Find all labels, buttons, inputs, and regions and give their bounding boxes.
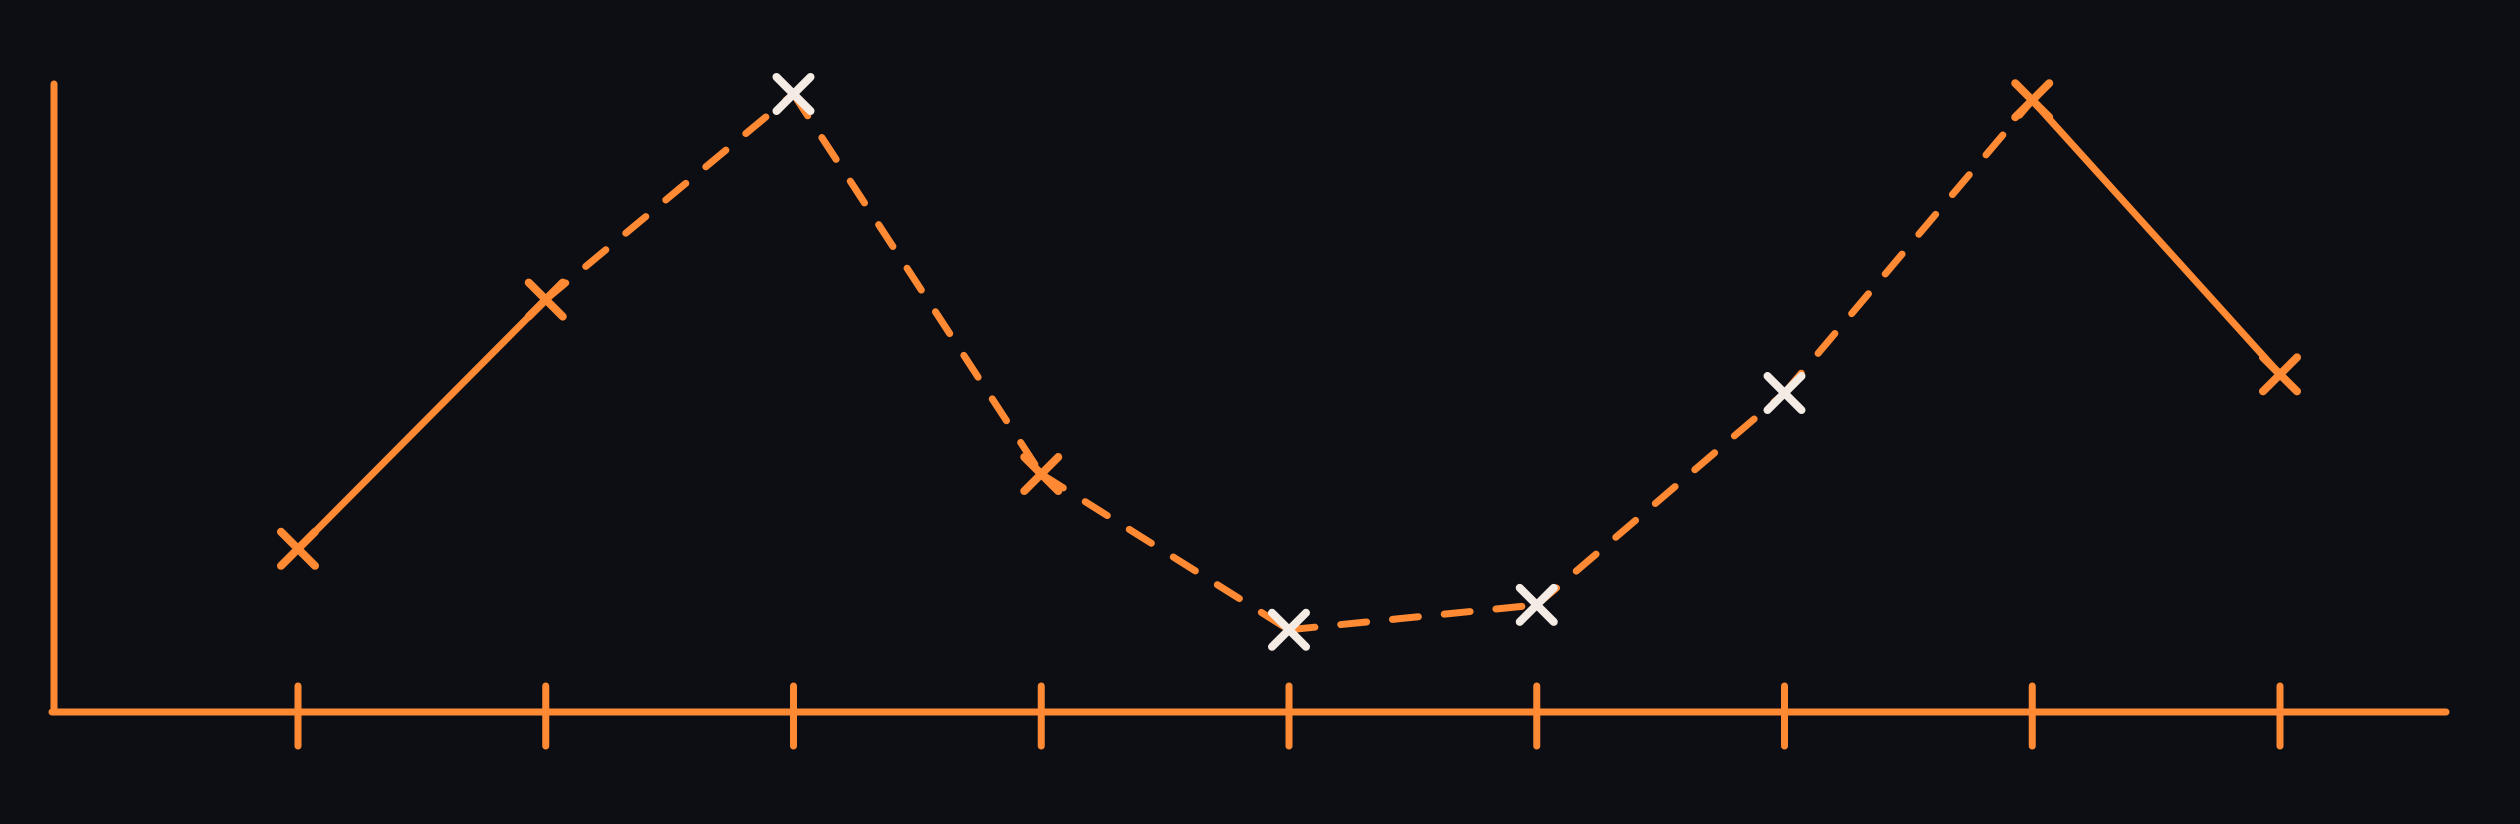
data-point-2 (524, 278, 567, 321)
data-point-5 (1268, 608, 1310, 651)
line-segment-2 (542, 90, 797, 304)
data-point-4 (1020, 453, 1063, 496)
line-segment-8 (2028, 96, 2284, 378)
data-point-6 (1515, 583, 1558, 626)
line-segment-1 (294, 296, 550, 553)
line-segment-5 (1285, 601, 1541, 634)
data-point-1 (277, 527, 319, 570)
series-line (294, 90, 2284, 634)
line-segment-3 (790, 90, 1045, 478)
x-axis-ticks (294, 682, 2284, 750)
data-point-3 (772, 73, 815, 115)
data-point-9 (2259, 353, 2301, 396)
data-point-8 (2011, 79, 2054, 122)
line-segment-4 (1037, 470, 1293, 634)
line-segment-6 (1533, 389, 1788, 609)
series-markers (277, 73, 2301, 651)
line-segment-7 (1781, 96, 2036, 397)
data-point-7 (1763, 372, 1806, 415)
